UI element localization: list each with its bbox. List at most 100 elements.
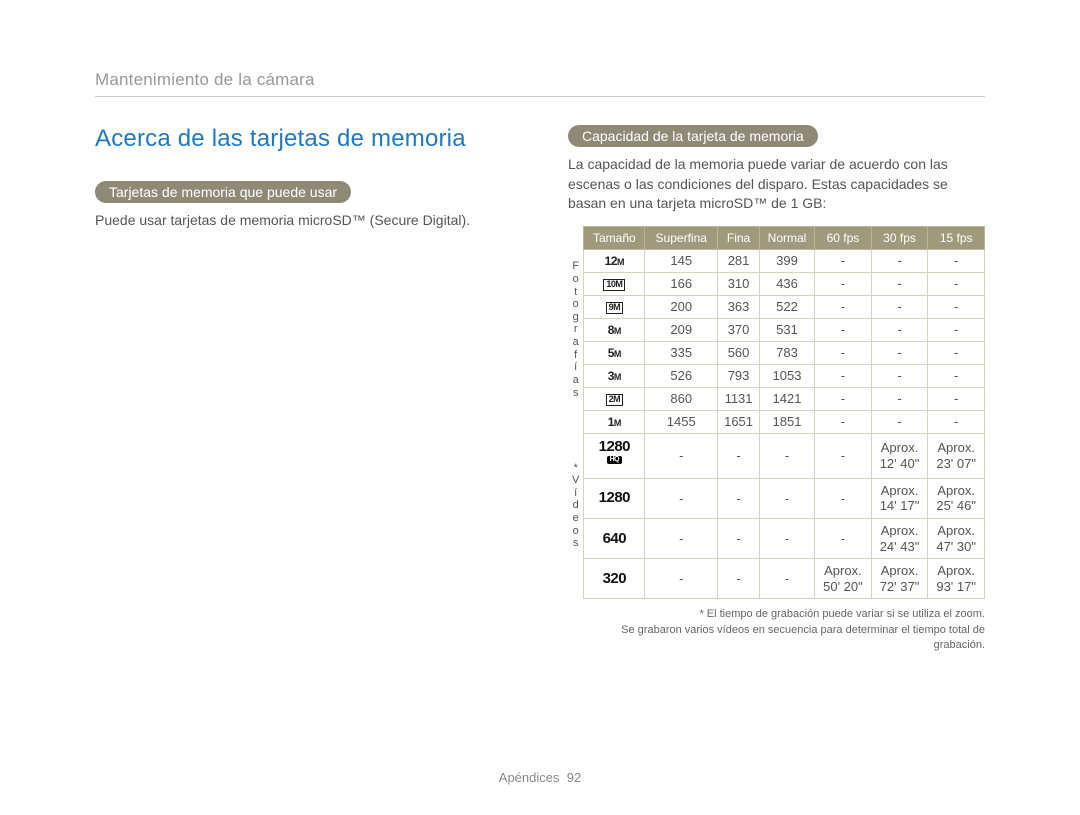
data-cell: - — [645, 518, 718, 558]
table-header-cell: Superfina — [645, 226, 718, 249]
capacity-heading: Capacidad de la tarjeta de memoria — [568, 125, 818, 147]
data-cell: 1053 — [759, 364, 814, 387]
table-row: 8M209370531--- — [584, 318, 985, 341]
table-header-cell: Fina — [718, 226, 760, 249]
data-cell: - — [928, 249, 985, 272]
data-cell: 522 — [759, 295, 814, 318]
data-cell: - — [645, 559, 718, 599]
data-cell: - — [718, 518, 760, 558]
table-row: 5M335560783--- — [584, 341, 985, 364]
data-cell: Aprox.25' 46" — [928, 478, 985, 518]
size-cell: 8M — [584, 318, 645, 341]
data-cell: - — [718, 433, 760, 478]
data-cell: - — [759, 559, 814, 599]
page-title: Acerca de las tarjetas de memoria — [95, 125, 512, 153]
data-cell: 166 — [645, 272, 718, 295]
data-cell: 399 — [759, 249, 814, 272]
size-cell: 10M — [584, 272, 645, 295]
table-header-cell: Tamaño — [584, 226, 645, 249]
footnote-1: * El tiempo de grabación puede variar si… — [568, 607, 985, 622]
table-row: 3M5267931053--- — [584, 364, 985, 387]
data-cell: - — [871, 410, 928, 433]
data-cell: 363 — [718, 295, 760, 318]
table-row: 1280----Aprox.14' 17"Aprox.25' 46" — [584, 478, 985, 518]
data-cell: 1455 — [645, 410, 718, 433]
data-cell: - — [815, 249, 872, 272]
data-cell: 145 — [645, 249, 718, 272]
table-header-cell: 60 fps — [815, 226, 872, 249]
table-row: 1M145516511851--- — [584, 410, 985, 433]
size-cell: 1280 — [584, 478, 645, 518]
footer-page-number: 92 — [567, 770, 581, 785]
data-cell: - — [815, 518, 872, 558]
data-cell: 1421 — [759, 387, 814, 410]
vlabel-photos: Fotografías — [568, 226, 583, 434]
page-footer: Apéndices 92 — [0, 770, 1080, 785]
right-column: Capacidad de la tarjeta de memoria La ca… — [568, 125, 985, 654]
data-cell: - — [815, 272, 872, 295]
data-cell: 860 — [645, 387, 718, 410]
data-cell: 1131 — [718, 387, 760, 410]
data-cell: - — [759, 478, 814, 518]
data-cell: - — [815, 433, 872, 478]
data-cell: - — [718, 559, 760, 599]
data-cell: - — [871, 341, 928, 364]
usable-cards-heading: Tarjetas de memoria que puede usar — [95, 181, 351, 203]
data-cell: - — [718, 478, 760, 518]
left-column: Acerca de las tarjetas de memoria Tarjet… — [95, 125, 512, 654]
data-cell: - — [815, 478, 872, 518]
table-row: 1280HQ----Aprox.12' 40"Aprox.23' 07" — [584, 433, 985, 478]
data-cell: 560 — [718, 341, 760, 364]
data-cell: - — [928, 410, 985, 433]
data-cell: 281 — [718, 249, 760, 272]
data-cell: - — [815, 410, 872, 433]
table-header-cell: 30 fps — [871, 226, 928, 249]
size-cell: 3M — [584, 364, 645, 387]
size-cell: 1280HQ — [584, 433, 645, 478]
capacity-table-wrap: Fotografías *Vídeos TamañoSuperfinaFinaN… — [568, 226, 985, 600]
data-cell: Aprox.14' 17" — [871, 478, 928, 518]
data-cell: Aprox.24' 43" — [871, 518, 928, 558]
table-header-row: TamañoSuperfinaFinaNormal60 fps30 fps15 … — [584, 226, 985, 249]
capacity-text: La capacidad de la memoria puede variar … — [568, 155, 985, 214]
data-cell: - — [871, 387, 928, 410]
data-cell: 370 — [718, 318, 760, 341]
data-cell: - — [871, 272, 928, 295]
data-cell: - — [815, 341, 872, 364]
footnote-2: Se grabaron varios vídeos en secuencia p… — [568, 623, 985, 654]
data-cell: - — [815, 364, 872, 387]
data-cell: 436 — [759, 272, 814, 295]
size-cell: 320 — [584, 559, 645, 599]
data-cell: - — [928, 341, 985, 364]
table-header-cell: 15 fps — [928, 226, 985, 249]
capacity-table: TamañoSuperfinaFinaNormal60 fps30 fps15 … — [583, 226, 985, 600]
data-cell: 1651 — [718, 410, 760, 433]
data-cell: - — [759, 518, 814, 558]
data-cell: Aprox.93' 17" — [928, 559, 985, 599]
data-cell: - — [815, 295, 872, 318]
data-cell: - — [871, 295, 928, 318]
data-cell: - — [928, 364, 985, 387]
content-columns: Acerca de las tarjetas de memoria Tarjet… — [95, 125, 985, 654]
data-cell: 783 — [759, 341, 814, 364]
data-cell: - — [871, 249, 928, 272]
table-row: 320---Aprox.50' 20"Aprox.72' 37"Aprox.93… — [584, 559, 985, 599]
data-cell: 1851 — [759, 410, 814, 433]
footer-section: Apéndices — [499, 770, 560, 785]
data-cell: 335 — [645, 341, 718, 364]
size-cell: 2M — [584, 387, 645, 410]
data-cell: - — [815, 318, 872, 341]
usable-cards-text: Puede usar tarjetas de memoria microSD™ … — [95, 211, 512, 231]
data-cell: 526 — [645, 364, 718, 387]
data-cell: - — [871, 364, 928, 387]
data-cell: 209 — [645, 318, 718, 341]
data-cell: - — [928, 272, 985, 295]
data-cell: - — [815, 387, 872, 410]
table-row: 10M166310436--- — [584, 272, 985, 295]
data-cell: 310 — [718, 272, 760, 295]
size-cell: 640 — [584, 518, 645, 558]
breadcrumb: Mantenimiento de la cámara — [95, 70, 985, 97]
table-row: 640----Aprox.24' 43"Aprox.47' 30" — [584, 518, 985, 558]
data-cell: - — [928, 318, 985, 341]
data-cell: Aprox.23' 07" — [928, 433, 985, 478]
